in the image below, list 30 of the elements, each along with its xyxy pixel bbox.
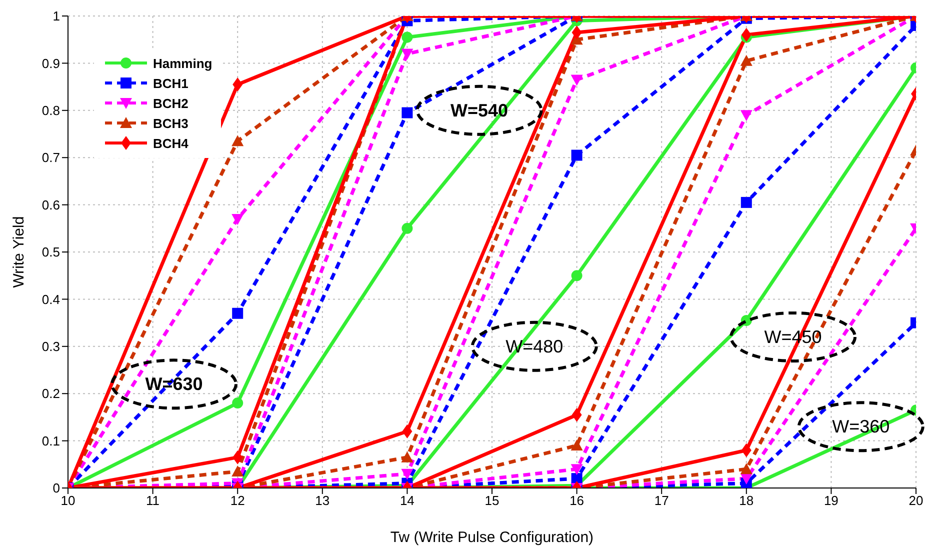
y-tick-label: 0.1 [42, 433, 60, 448]
legend-label: BCH4 [153, 136, 188, 150]
x-tick-label: 15 [484, 493, 500, 508]
x-axis-title: Tw (Write Pulse Configuration) [390, 529, 594, 546]
y-tick-label: 1 [52, 8, 60, 24]
y-tick-label: 0.7 [42, 150, 60, 166]
y-tick-label: 0.8 [42, 103, 60, 118]
y-tick-label: 0.6 [42, 197, 60, 212]
y-tick-label: 0.5 [42, 244, 60, 260]
y-tick-label: 0.2 [42, 386, 60, 402]
x-tick-label: 14 [400, 493, 414, 508]
x-tick-label: 19 [824, 493, 838, 508]
x-tick-label: 18 [739, 493, 754, 508]
legend-label: BCH1 [153, 76, 188, 90]
x-tick-label: 10 [60, 493, 76, 508]
y-axis-title: Write Yield [10, 216, 28, 288]
x-tick-label: 11 [146, 493, 160, 508]
y-tick-label: 0.3 [42, 339, 60, 354]
x-tick-label: 12 [230, 493, 245, 508]
legend-label: BCH2 [153, 96, 188, 110]
legend-label: Hamming [153, 56, 212, 70]
x-tick-label: 17 [654, 493, 669, 508]
x-tick-label: 13 [315, 493, 330, 508]
x-tick-label: 16 [570, 493, 584, 508]
y-tick-label: 0.4 [42, 292, 60, 307]
legend-label: BCH3 [153, 116, 188, 130]
x-tick-label: 20 [908, 493, 924, 508]
y-tick-label: 0 [52, 480, 60, 496]
y-tick-label: 0.9 [42, 56, 60, 71]
annotation: W=630 [145, 374, 203, 394]
